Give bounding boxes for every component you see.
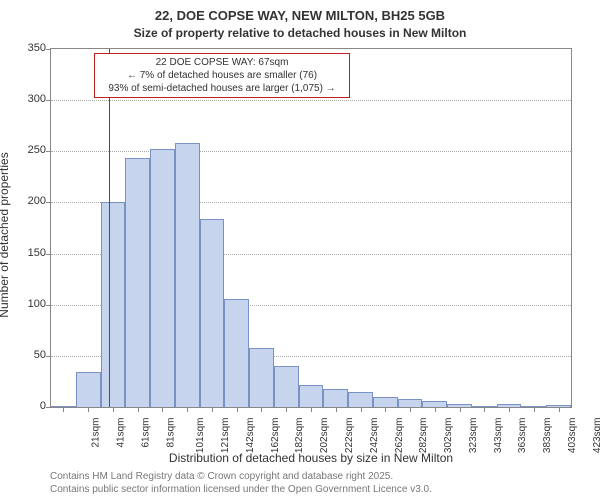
histogram-bar [175,143,200,407]
x-tick-label: 162sqm [270,418,281,454]
histogram-bar [150,149,175,407]
x-tick-label: 282sqm [418,418,429,454]
histogram-bar [274,366,299,407]
x-tick-mark [237,407,238,412]
x-tick-label: 41sqm [116,418,127,448]
x-tick-label: 262sqm [394,418,405,454]
x-axis-label: Distribution of detached houses by size … [50,451,572,465]
y-tick-mark [46,305,51,306]
footer-attribution: Contains HM Land Registry data © Crown c… [50,471,432,496]
gridline [51,100,571,101]
y-tick-label: 350 [6,42,46,54]
histogram-bar [323,389,348,407]
histogram-bar [348,392,373,407]
x-tick-label: 302sqm [443,418,454,454]
histogram-bar [200,219,225,407]
annotation-line2: ← 7% of detached houses are smaller (76) [101,69,343,82]
histogram-bar [398,399,423,407]
x-tick-mark [336,407,337,412]
x-tick-mark [311,407,312,412]
histogram-bar [373,397,398,407]
y-tick-mark [46,254,51,255]
y-tick-mark [46,356,51,357]
title-line1: 22, DOE COPSE WAY, NEW MILTON, BH25 5GB [155,8,445,23]
y-tick-mark [46,100,51,101]
x-tick-label: 363sqm [517,418,528,454]
y-tick-label: 100 [6,298,46,310]
x-tick-label: 383sqm [542,418,553,454]
y-tick-label: 200 [6,195,46,207]
x-tick-mark [361,407,362,412]
y-tick-label: 300 [6,93,46,105]
footer-line1: Contains HM Land Registry data © Crown c… [50,471,393,482]
x-tick-label: 121sqm [220,418,231,454]
x-tick-mark [534,407,535,412]
x-tick-mark [113,407,114,412]
histogram-bar [76,372,101,407]
y-tick-label: 0 [6,400,46,412]
y-tick-label: 150 [6,247,46,259]
x-tick-mark [63,407,64,412]
x-tick-mark [187,407,188,412]
histogram-bar [125,158,150,407]
x-tick-label: 142sqm [245,418,256,454]
x-tick-mark [460,407,461,412]
annotation-box: 22 DOE COPSE WAY: 67sqm← 7% of detached … [94,53,350,98]
x-tick-mark [509,407,510,412]
gridline [51,151,571,152]
x-tick-label: 343sqm [493,418,504,454]
x-tick-label: 101sqm [196,418,207,454]
annotation-line3: 93% of semi-detached houses are larger (… [101,82,343,95]
x-tick-label: 222sqm [344,418,355,454]
histogram-bar [224,299,249,407]
histogram-bar [299,385,324,408]
footer-line2: Contains public sector information licen… [50,484,432,495]
y-tick-mark [46,407,51,408]
plot-area: 22 DOE COPSE WAY: 67sqm← 7% of detached … [50,48,572,408]
x-tick-label: 61sqm [140,418,151,448]
annotation-line1: 22 DOE COPSE WAY: 67sqm [101,56,343,69]
x-tick-label: 423sqm [592,418,600,454]
x-tick-label: 81sqm [165,418,176,448]
x-tick-mark [261,407,262,412]
chart-container: 22, DOE COPSE WAY, NEW MILTON, BH25 5GB … [0,0,600,500]
y-tick-label: 50 [6,349,46,361]
y-tick-label: 250 [6,144,46,156]
x-tick-mark [484,407,485,412]
x-tick-mark [559,407,560,412]
x-tick-mark [162,407,163,412]
x-tick-mark [138,407,139,412]
x-tick-label: 242sqm [369,418,380,454]
y-tick-mark [46,49,51,50]
histogram-bar [101,202,126,407]
x-tick-label: 202sqm [319,418,330,454]
x-tick-mark [212,407,213,412]
histogram-bar [249,348,274,407]
x-tick-label: 403sqm [567,418,578,454]
y-axis-label: Number of detached properties [0,152,11,317]
x-tick-mark [385,407,386,412]
x-tick-mark [410,407,411,412]
x-tick-label: 182sqm [295,418,306,454]
x-tick-label: 323sqm [468,418,479,454]
reference-line [109,49,110,407]
x-tick-mark [435,407,436,412]
title-line2: Size of property relative to detached ho… [134,26,467,46]
chart-title: 22, DOE COPSE WAY, NEW MILTON, BH25 5GB … [0,0,600,42]
y-tick-mark [46,202,51,203]
x-tick-mark [88,407,89,412]
x-tick-label: 21sqm [91,418,102,448]
x-tick-mark [286,407,287,412]
y-tick-mark [46,151,51,152]
